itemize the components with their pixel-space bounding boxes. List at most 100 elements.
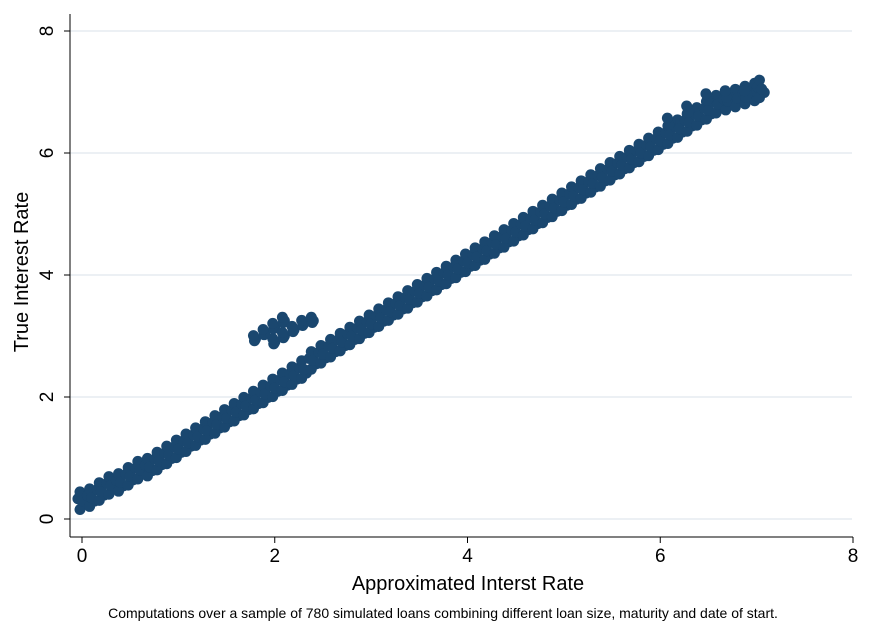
scatter-point [286,378,298,390]
scatter-point [103,488,115,500]
scatter-point [633,156,645,168]
scatter-point [209,427,221,439]
scatter-point [267,333,279,345]
scatter-point [755,83,767,95]
scatter-point [753,74,765,86]
scatter-point [141,470,153,482]
scatter-point [469,259,481,271]
scatter-point [459,266,471,278]
scatter-point [305,363,317,375]
scatter-point [575,192,587,204]
scatter-point [614,168,626,180]
scatter-point [334,345,346,357]
scatter-point [151,464,163,476]
scatter-point [84,500,96,512]
scatter-point [382,314,394,326]
scatter-point [247,330,259,342]
scatter-point [643,150,655,162]
scatter-point [585,186,597,198]
scatter-point [700,113,712,125]
points-layer [72,74,770,515]
scatter-point [421,290,433,302]
scatter-point [662,137,674,149]
x-tick-label: 0 [77,546,88,567]
scatter-point [556,205,568,217]
scatter-point [738,85,750,97]
scatter-point [373,320,385,332]
scatter-point [450,272,462,284]
scatter-point [257,323,269,335]
axes-layer: 0 2 4 6 8 0 2 4 6 8 [37,14,858,567]
scatter-point [267,317,279,329]
scatter-point [498,241,510,253]
scatter-point [267,391,279,403]
scatter-point [93,494,105,506]
scatter-point [479,253,491,265]
scatter-point [296,314,308,326]
scatter-point [276,385,288,397]
scatter-point [392,308,404,320]
scatter-point [537,217,549,229]
x-axis-title: Approximated Interst Rate [352,573,584,595]
scatter-point [672,131,684,143]
y-tick-label: 8 [37,26,58,37]
scatter-point [113,485,125,497]
scatter-point [257,397,269,409]
scatter-point [353,333,365,345]
scatter-point [681,100,693,112]
scatter-point [161,458,173,470]
scatter-point [604,174,616,186]
scatter-point [180,446,192,458]
scatter-point [700,88,712,100]
scatter-point [729,101,741,113]
scatter-point [286,320,298,332]
scatter-point [219,421,231,433]
scatter-point [305,311,317,323]
scatter-point [363,327,375,339]
scatter-point [691,119,703,131]
scatter-point [681,125,693,137]
scatter-point [508,235,520,247]
scatter-point [296,372,308,384]
scatter-point [710,107,722,119]
x-tick-label: 6 [655,546,666,567]
scatter-point [720,104,732,116]
scatter-point [719,85,731,97]
scatter-point [652,144,664,156]
y-tick-label: 2 [37,392,58,403]
scatter-point [238,409,250,421]
scatter-point [440,278,452,290]
y-axis-title: True Interest Rate [11,192,33,352]
scatter-point [488,247,500,259]
scatter-point [228,415,240,427]
scatter-point [170,452,182,464]
x-tick-label: 2 [269,546,280,567]
scatter-point [661,112,673,124]
scatter-point [546,211,558,223]
scatter-point [411,296,423,308]
y-tick-label: 6 [37,148,58,159]
chart-note: Computations over a sample of 780 simula… [108,605,778,621]
y-tick-label: 0 [37,514,58,525]
scatter-point [325,351,337,363]
scatter-point [276,327,288,339]
y-tick-label: 4 [37,269,58,280]
scatter-point [190,439,202,451]
scatter-point [566,198,578,210]
x-tick-label: 4 [462,546,473,567]
scatter-point [132,473,144,485]
scatter-point [315,357,327,369]
scatter-point [431,284,443,296]
scatter-point [517,229,529,241]
scatter-point [122,479,134,491]
scatter-point [623,162,635,174]
scatter-point [247,403,259,415]
scatter-point [199,433,211,445]
scatter-point [753,92,765,104]
x-tick-label: 8 [848,546,859,567]
scatter-point [344,339,356,351]
scatter-point [74,503,86,515]
scatter-point [276,311,288,323]
